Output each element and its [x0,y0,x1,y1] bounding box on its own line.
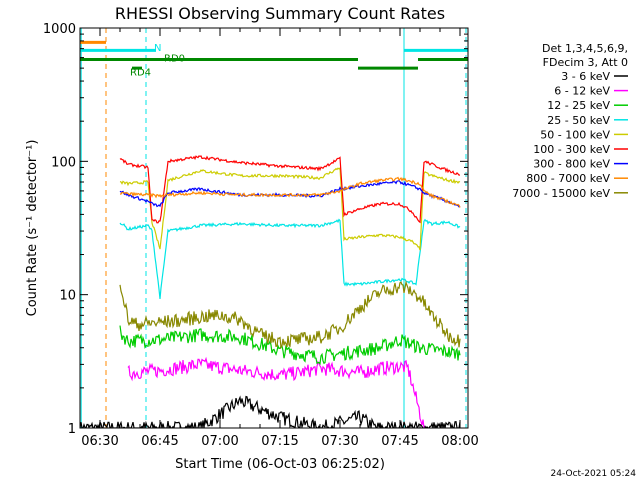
series-line-8 [119,280,461,350]
chart-title: RHESSI Observing Summary Count Rates [115,4,445,23]
x-tick-label: 06:30 [81,434,118,449]
legend-label: 300 - 800 keV [533,158,610,171]
series-line-3 [119,218,461,300]
footer-timestamp: 24-Oct-2021 05:24 [551,469,637,479]
legend-label: 12 - 25 keV [547,99,610,112]
y-axis-label: Count Rate (s⁻¹ detector⁻¹) [25,140,40,317]
y-tick-label: 1000 [43,22,76,37]
legend-label: 7000 - 15000 keV [512,187,610,200]
state-label: N [154,43,161,54]
legend-label: 6 - 12 keV [554,85,610,98]
x-tick-label: 07:30 [321,434,358,449]
series-line-4 [119,166,461,251]
legend-label: 800 - 7000 keV [526,172,610,185]
x-axis-label: Start Time (06-Oct-03 06:25:02) [175,457,385,472]
y-tick-label: 1 [68,422,76,437]
series-line-2 [119,325,461,366]
series-line-5 [119,155,461,224]
x-tick-label: 06:45 [141,434,178,449]
legend-label: 100 - 300 keV [533,143,610,156]
x-tick-label: 07:15 [261,434,298,449]
state-label: RD4 [130,68,151,79]
x-tick-label: 07:45 [381,434,418,449]
series-line-1 [127,356,425,428]
y-tick-label: 100 [51,155,76,170]
x-tick-label: 07:00 [201,434,238,449]
series-line-7 [120,176,461,208]
legend-label: 25 - 50 keV [547,114,610,127]
legend-label: 3 - 6 keV [561,70,610,83]
state-label: RD0 [164,54,185,65]
legend-header-line: FDecim 3, Att 0 [543,56,628,69]
y-tick-label: 10 [59,289,76,304]
legend-header-line: Det 1,3,4,5,6,9, [542,42,628,55]
x-tick-label: 08:00 [441,434,478,449]
legend-label: 50 - 100 keV [540,128,610,141]
series-line-0 [80,395,461,428]
plot-frame [79,27,469,429]
